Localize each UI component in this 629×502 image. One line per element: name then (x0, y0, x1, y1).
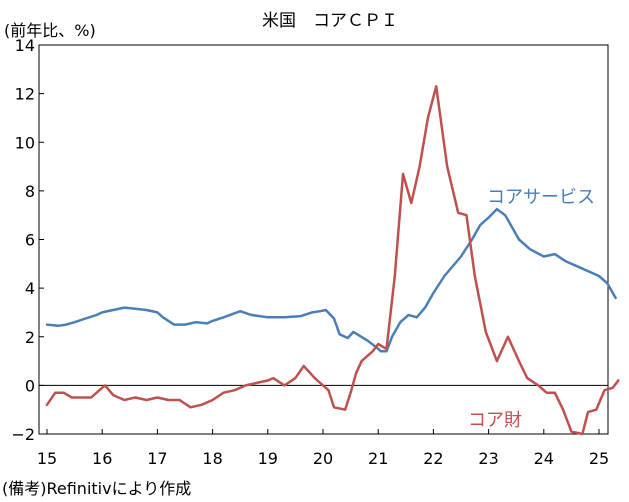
chart-title: 米国 コアＣＰＩ (262, 11, 398, 31)
x-tick-label: 16 (92, 449, 112, 468)
x-tick-label: 22 (423, 449, 443, 468)
x-tick-label: 18 (202, 449, 222, 468)
series-label-core-goods: コア財 (468, 410, 522, 431)
x-tick-label: 17 (147, 449, 167, 468)
x-axis: 15 16 17 18 19 20 21 22 23 24 25 (37, 429, 609, 468)
y-tick-label: 12 (15, 85, 35, 104)
x-tick-label: 19 (258, 449, 278, 468)
x-tick-label: 25 (589, 449, 609, 468)
x-tick-label: 24 (534, 449, 554, 468)
y-axis-unit-label: (前年比、%) (4, 21, 96, 40)
series-layer (45, 85, 620, 436)
y-tick-label: 8 (25, 182, 35, 201)
series-line-core-goods (45, 85, 620, 436)
y-tick-label: 6 (25, 231, 35, 250)
y-tick-label: 14 (15, 36, 35, 55)
x-tick-label: 21 (368, 449, 388, 468)
y-axis: −2 0 2 4 6 8 10 12 14 (11, 36, 608, 444)
y-tick-label: −2 (11, 425, 35, 444)
y-tick-label: 0 (25, 376, 35, 395)
y-tick-label: 10 (15, 133, 35, 152)
x-tick-label: 23 (478, 449, 498, 468)
source-note: (備考)Refinitivにより作成 (2, 479, 191, 498)
y-tick-label: 4 (25, 279, 35, 298)
series-line-core-services (45, 207, 617, 353)
x-tick-label: 20 (313, 449, 333, 468)
x-tick-label: 15 (37, 449, 57, 468)
plot-frame (38, 44, 609, 435)
series-label-core-services: コアサービス (487, 187, 595, 208)
y-tick-label: 2 (25, 328, 35, 347)
